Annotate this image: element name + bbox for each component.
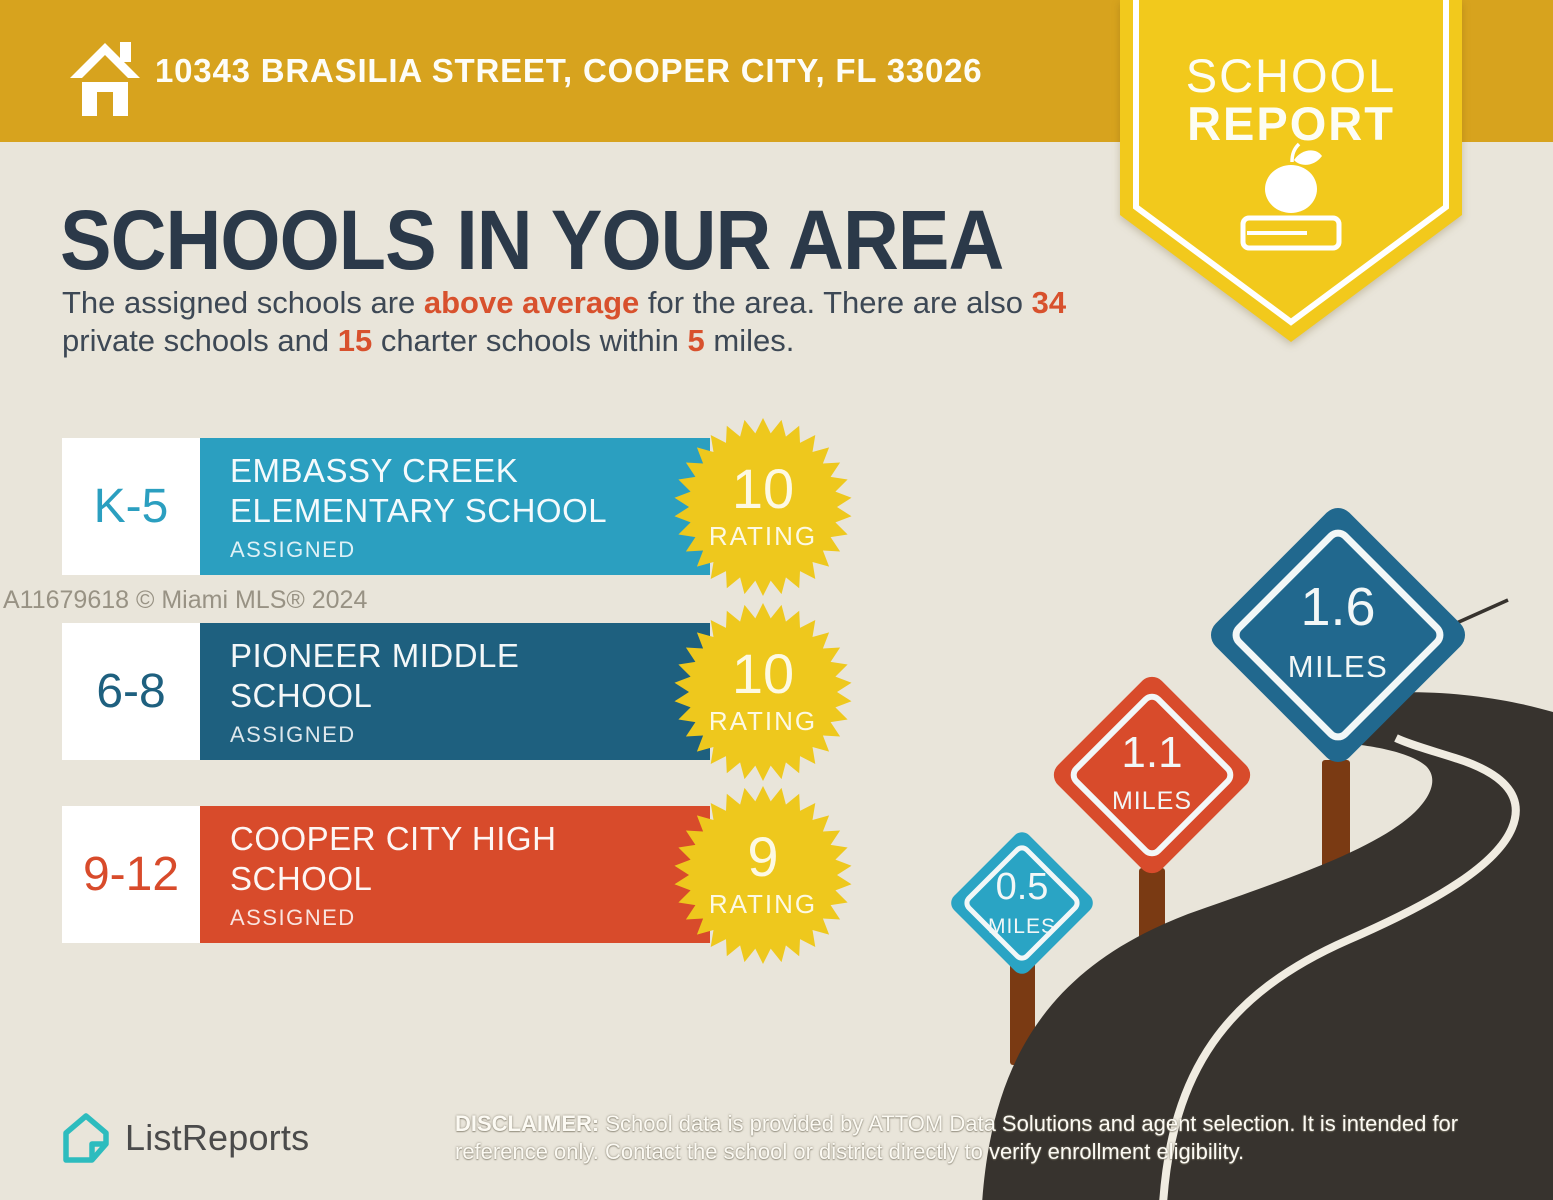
road-lane-line [1159,734,1520,1200]
brand-name: ListReports [125,1117,310,1158]
distance-sign-16: 1.6 MILES [1210,507,1466,763]
highlight-above-average: above average [423,285,640,320]
school-bar: COOPER CITY HIGH SCHOOL ASSIGNED [200,806,710,943]
rating-label: RATING [708,706,818,736]
highlight-miles: 5 [687,323,705,358]
school-row-elementary: K-5 EMBASSY CREEK ELEMENTARY SCHOOL ASSI… [62,417,872,596]
mls-watermark: A11679618 © Miami MLS® 2024 [3,586,368,614]
starburst-icon [674,602,852,781]
sign-distance-label: MILES [988,915,1056,938]
school-bar: EMBASSY CREEK ELEMENTARY SCHOOL ASSIGNED [200,438,710,575]
rating-value: 10 [731,642,795,705]
school-name: COOPER CITY HIGH SCHOOL [230,819,557,897]
grade-range: 6-8 [62,623,200,760]
rating-value: 9 [747,825,779,888]
intro-text: The assigned schools are above average f… [62,285,1067,358]
rating-badge: 10 RATING [671,600,855,784]
sign-distance-label: MILES [1288,649,1389,684]
starburst-icon [674,417,852,596]
school-row-middle: 6-8 PIONEER MIDDLE SCHOOL ASSIGNED 10 RA… [62,602,872,781]
rating-badge: 10 RATING [671,415,855,599]
ribbon-line2: REPORT [1187,97,1395,150]
distance-sign-05: 0.5 MILES [951,832,1093,974]
school-report-ribbon: SCHOOL REPORT [1120,0,1462,342]
sign-distance-value: 1.6 [1300,577,1375,637]
school-name: EMBASSY CREEK ELEMENTARY SCHOOL [230,451,608,529]
starburst-icon [674,785,852,964]
highlight-private-count: 34 [1031,285,1067,320]
school-row-high: 9-12 COOPER CITY HIGH SCHOOL ASSIGNED 9 … [62,785,872,964]
disclaimer-text: DISCLAIMER: School data is provided by A… [455,1111,1459,1164]
grade-range: K-5 [62,438,200,575]
apple-book-icon [1240,142,1342,251]
school-bar: PIONEER MIDDLE SCHOOL ASSIGNED [200,623,710,760]
property-address: 10343 BRASILIA STREET, COOPER CITY, FL 3… [155,52,983,89]
listreports-logo: ListReports [60,1112,309,1164]
rating-label: RATING [708,521,818,551]
school-status: ASSIGNED [230,536,356,562]
rating-value: 10 [731,457,795,520]
listreports-house-icon [63,1113,109,1163]
ribbon-line1: SCHOOL [1186,49,1397,102]
sign-distance-value: 0.5 [996,866,1049,908]
sign-distance-value: 1.1 [1121,728,1182,777]
rating-label: RATING [708,889,818,919]
highlight-charter-count: 15 [337,323,373,358]
school-name: PIONEER MIDDLE SCHOOL [230,636,520,714]
school-status: ASSIGNED [230,721,356,747]
school-status: ASSIGNED [230,904,356,930]
distance-sign-11: 1.1 MILES [1053,676,1251,874]
home-icon [70,42,140,116]
grade-range: 9-12 [62,806,200,943]
road-shape [982,692,1553,1200]
page-title: SCHOOLS IN YOUR AREA [60,193,1004,287]
sign-distance-label: MILES [1112,787,1192,815]
rating-badge: 9 RATING [671,783,855,967]
